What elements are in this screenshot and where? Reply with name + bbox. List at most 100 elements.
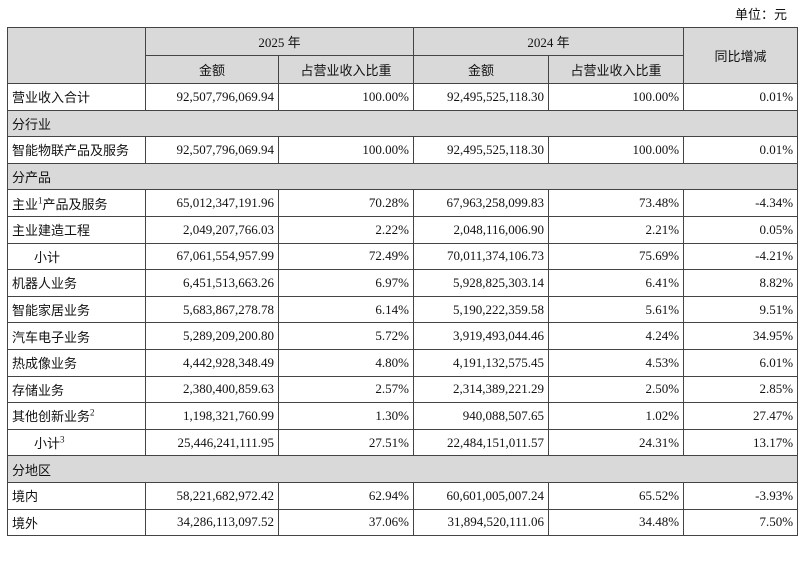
row-label: 小计3 <box>7 428 146 457</box>
value-cell: 5,190,222,359.58 <box>413 295 550 324</box>
unit-label: 单位：元 <box>734 7 787 22</box>
header-cell: 金额 <box>413 55 550 84</box>
value-cell: 5,289,209,200.80 <box>145 322 279 350</box>
value-cell: 4,442,928,348.49 <box>145 348 279 377</box>
value-cell: 92,495,525,118.30 <box>413 83 550 111</box>
header-cell: 占营业收入比重 <box>277 55 415 84</box>
value-cell: 8.82% <box>683 269 799 297</box>
row-label: 存储业务 <box>7 375 146 404</box>
row-label: 主业建造工程 <box>7 215 146 244</box>
value-cell: 6.97% <box>277 269 415 297</box>
value-cell: 1.30% <box>277 402 415 430</box>
value-cell: 6,451,513,663.26 <box>145 269 279 297</box>
data-row: 机器人业务 6,451,513,663.26 6.97% 5,928,825,303.… <box>7 269 799 297</box>
data-row: 智能物联产品及服务 92,507,796,069.94 100.00% 92,495,… <box>7 136 799 164</box>
value-cell: 5,683,867,278.78 <box>145 295 279 324</box>
value-cell: 5,928,825,303.14 <box>413 269 550 297</box>
value-cell: 2.21% <box>548 215 685 244</box>
header-cell: 同比增减 <box>683 27 799 84</box>
value-cell: 27.51% <box>277 428 415 457</box>
value-cell: 6.41% <box>548 269 685 297</box>
value-cell: 92,495,525,118.30 <box>413 136 550 164</box>
row-label: 智能物联产品及服务 <box>7 136 146 164</box>
data-row: 主业建造工程 2,049,207,766.03 2.22% 2,048,116,006… <box>7 215 799 244</box>
value-cell: 73.48% <box>548 189 685 217</box>
footnote-mark: 2 <box>90 408 95 419</box>
header-cell: 2025 年 <box>144 27 415 56</box>
data-row: 境内 58,221,682,972.42 62.94% 60,601,005,007.… <box>7 481 799 510</box>
row-label: 境内 <box>7 481 146 510</box>
value-cell: 100.00% <box>548 83 685 111</box>
row-label: 主业1产品及服务 <box>7 189 146 217</box>
data-row: 热成像业务 4,442,928,348.49 4.80% 4,191,132,575.… <box>7 348 799 377</box>
section-row: 分行业 <box>6 109 799 138</box>
value-cell: 2,314,389,221.29 <box>413 375 550 404</box>
row-label: 热成像业务 <box>7 348 146 377</box>
value-cell: 24.31% <box>548 428 685 457</box>
data-row: 小计 67,061,554,957.99 72.49% 70,011,374,106.… <box>7 242 799 271</box>
value-cell: 940,088,507.65 <box>413 402 550 430</box>
value-cell: 22,484,151,011.57 <box>413 428 550 457</box>
footnote-mark: 1 <box>38 195 43 206</box>
label-text: 智能家居业务 <box>12 303 91 319</box>
section-label: 分行业 <box>6 109 799 138</box>
value-cell: 4.53% <box>548 348 685 377</box>
value-cell: 70.28% <box>277 189 415 217</box>
value-cell: 100.00% <box>277 83 415 111</box>
data-row: 汽车电子业务 5,289,209,200.80 5.72% 3,919,493,044… <box>7 322 799 350</box>
header-row: 金额 占营业收入比重 金额 占营业收入比重 <box>7 55 798 84</box>
value-cell: 62.94% <box>277 481 415 510</box>
header-cell: 2024 年 <box>413 27 685 56</box>
value-cell: 100.00% <box>548 136 685 164</box>
value-cell: 100.00% <box>277 136 415 164</box>
header-row: 2025 年 2024 年 同比增减 <box>7 27 799 84</box>
value-cell: 9.51% <box>683 295 799 324</box>
value-cell: 34,286,113,097.52 <box>145 508 279 537</box>
label-text: 小计 <box>34 436 61 452</box>
revenue-table: 2025 年 2024 年 同比增减 金额 占营业收入比重 金额 占营业收入比重… <box>6 27 799 537</box>
value-cell: 4,191,132,575.45 <box>413 348 550 377</box>
label-text: 境外 <box>12 515 39 531</box>
value-cell: 65,012,347,191.96 <box>145 189 279 217</box>
value-cell: -4.21% <box>683 242 799 271</box>
value-cell: 0.01% <box>683 136 799 164</box>
value-cell: 60,601,005,007.24 <box>413 481 550 510</box>
value-cell: 6.14% <box>277 295 415 324</box>
value-cell: -3.93% <box>683 481 799 510</box>
value-cell: 6.01% <box>683 348 799 377</box>
value-cell: 70,011,374,106.73 <box>413 242 550 271</box>
value-cell: 92,507,796,069.94 <box>145 83 279 111</box>
label-text: 汽车电子业务 <box>12 329 91 345</box>
data-row: 其他创新业务2 1,198,321,760.99 1.30% 940,088,507.… <box>7 402 799 430</box>
section-row: 分地区 <box>6 455 799 483</box>
value-cell: 92,507,796,069.94 <box>145 136 279 164</box>
header-cell: 占营业收入比重 <box>548 55 685 84</box>
value-cell: 4.80% <box>277 348 415 377</box>
label-text: 主业 <box>12 196 39 212</box>
value-cell: 13.17% <box>683 428 799 457</box>
value-cell: 2,380,400,859.63 <box>145 375 279 404</box>
label-text: 主业建造工程 <box>12 223 91 239</box>
value-cell: 34.48% <box>548 508 685 537</box>
value-cell: 2.85% <box>683 375 799 404</box>
section-label: 分地区 <box>6 455 799 483</box>
footnote-mark: 3 <box>60 434 65 445</box>
value-cell: 2.50% <box>548 375 685 404</box>
value-cell: 5.72% <box>277 322 415 350</box>
row-label: 汽车电子业务 <box>7 322 146 350</box>
value-cell: 25,446,241,111.95 <box>145 428 279 457</box>
value-cell: 27.47% <box>683 402 799 430</box>
row-label: 机器人业务 <box>7 269 146 297</box>
data-row: 存储业务 2,380,400,859.63 2.57% 2,314,389,221.2… <box>7 375 799 404</box>
value-cell: 2.57% <box>277 375 415 404</box>
section-row: 分产品 <box>6 162 799 191</box>
data-row: 智能家居业务 5,683,867,278.78 6.14% 5,190,222,359… <box>7 295 799 324</box>
value-cell: 0.05% <box>683 215 799 244</box>
value-cell: 1,198,321,760.99 <box>145 402 279 430</box>
row-label: 其他创新业务2 <box>7 402 146 430</box>
value-cell: 67,963,258,099.83 <box>413 189 550 217</box>
row-label: 境外 <box>7 508 146 537</box>
value-cell: 31,894,520,111.06 <box>413 508 550 537</box>
row-label: 智能家居业务 <box>7 295 146 324</box>
value-cell: 72.49% <box>277 242 415 271</box>
